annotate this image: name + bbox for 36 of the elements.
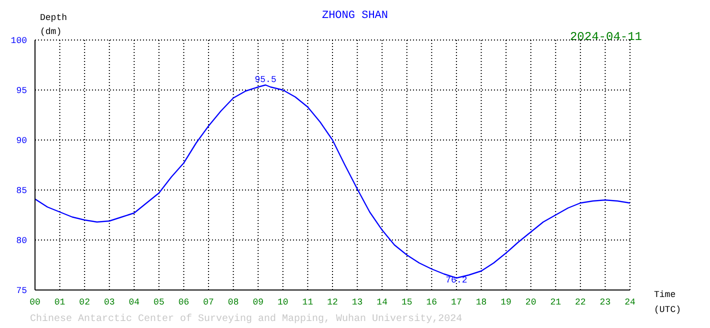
x-tick-label: 00 — [30, 297, 40, 308]
y-tick-label: 80 — [16, 236, 27, 246]
x-tick-label: 24 — [624, 297, 636, 308]
y-tick-label: 90 — [16, 136, 27, 146]
annotation: 95.5 — [254, 75, 276, 85]
x-tick-label: 18 — [476, 297, 487, 308]
x-axis-title: Time (UTC) — [654, 289, 682, 317]
x-tick-label: 13 — [352, 297, 363, 308]
x-tick-label: 19 — [500, 297, 512, 308]
x-tick-label: 05 — [154, 297, 164, 308]
x-tick-label: 06 — [178, 297, 190, 308]
x-tick-label: 03 — [104, 297, 115, 308]
x-tick-label: 09 — [252, 297, 264, 308]
x-tick-label: 20 — [525, 297, 536, 308]
x-tick-label: 16 — [426, 297, 438, 308]
x-tick-label: 11 — [302, 297, 314, 308]
x-tick-label: 23 — [600, 297, 611, 308]
x-tick-label: 02 — [79, 297, 90, 308]
y-tick-label: 85 — [16, 186, 27, 196]
x-tick-label: 10 — [278, 297, 288, 308]
x-tick-label: 07 — [203, 297, 214, 308]
x-tick-label: 01 — [54, 297, 66, 308]
x-tick-label: 12 — [327, 297, 338, 308]
x-tick-label: 14 — [376, 297, 388, 308]
y-tick-label: 95 — [16, 86, 27, 96]
x-tick-label: 22 — [575, 297, 586, 308]
y-axis-title: Depth (dm) — [40, 12, 68, 39]
x-tick-label: 04 — [128, 297, 140, 308]
x-tick-label: 21 — [550, 297, 562, 308]
chart-title: ZHONG SHAN — [322, 10, 388, 22]
x-tick-label: 15 — [401, 297, 412, 308]
y-tick-label: 75 — [16, 286, 27, 296]
x-tick-label: 08 — [228, 297, 239, 308]
chart-subtitle: 2024-04-11 — [570, 30, 642, 44]
x-tick-label: 17 — [451, 297, 462, 308]
y-tick-label: 100 — [10, 36, 27, 46]
